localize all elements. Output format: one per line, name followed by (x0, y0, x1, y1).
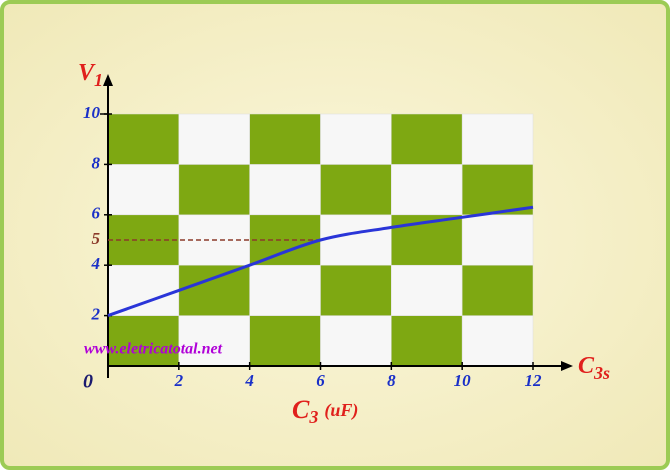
x-label-unit: (uF) (324, 400, 358, 421)
checker-cell (107, 315, 180, 367)
checker-cell (391, 164, 463, 216)
origin-label: 0 (83, 371, 93, 393)
checker-cell (249, 113, 321, 165)
checker-cell (391, 264, 463, 316)
x-arrow-main: C (578, 353, 595, 379)
x-tick-label: 6 (316, 371, 325, 390)
checker-cell (178, 264, 250, 316)
checker-cell (107, 113, 180, 165)
checker-cell (320, 214, 392, 266)
x-tick-label: 4 (244, 371, 254, 390)
y-tick-label: 6 (92, 204, 101, 223)
checker-cell (320, 264, 392, 316)
checker-cell (391, 214, 463, 266)
y-label-main: V (78, 60, 96, 86)
x-arrow-sub: 3s (593, 363, 610, 383)
x-tick-label: 8 (387, 371, 396, 390)
y-tick-label: 2 (91, 305, 101, 324)
checker-cell (249, 264, 321, 316)
checker-cell (178, 164, 250, 216)
watermark: www.eletricatotal.net (84, 341, 223, 358)
checker-cell (107, 164, 180, 216)
y-tick-label: 10 (83, 103, 101, 122)
y-tick-label: 8 (92, 153, 101, 172)
x-tick-label: 10 (454, 371, 472, 390)
checker-cell (249, 164, 321, 216)
checker-cell (178, 113, 250, 165)
checker-cell (320, 315, 392, 367)
checker-cell (178, 315, 250, 367)
checker-cell (461, 315, 534, 367)
checker-cell (461, 164, 534, 216)
checker-cell (107, 264, 180, 316)
checker-cell (461, 113, 534, 165)
y-label-sub: 1 (94, 70, 103, 90)
checker-cell (320, 113, 392, 165)
x-label-main: C (292, 395, 310, 424)
y-axis-arrow (103, 74, 113, 86)
checker-cell (461, 264, 534, 316)
checker-cell (461, 214, 534, 266)
checker-cell (391, 113, 463, 165)
x-label-sub: 3 (308, 407, 318, 427)
checker-cell (249, 315, 321, 367)
x-tick-label: 12 (525, 371, 543, 390)
data-line (107, 205, 534, 318)
reference-label: 5 (92, 229, 101, 248)
x-axis-arrow (561, 361, 573, 371)
x-arrow-label: C3s (578, 353, 610, 384)
y-axis-label: V1 (78, 60, 103, 91)
y-tick-label: 4 (91, 254, 101, 273)
checker-cell (320, 164, 392, 216)
x-tick-label: 2 (174, 371, 184, 390)
x-axis-label: C3 (uF) (292, 395, 358, 427)
checker-cell (391, 315, 463, 367)
